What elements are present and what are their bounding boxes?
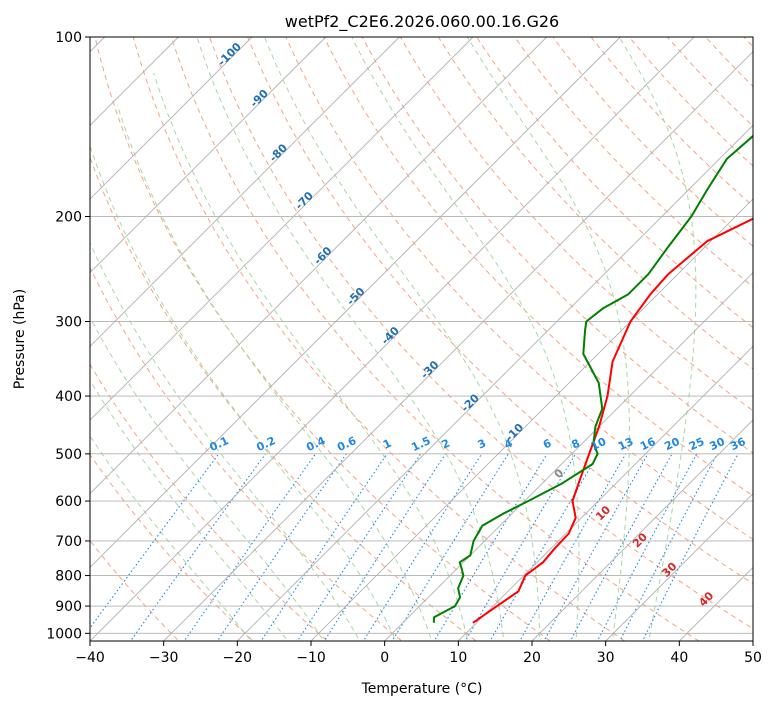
isotherm-line	[310, 198, 753, 641]
moist-adiabat-line	[618, 37, 697, 641]
y-tick-label: 100	[55, 30, 82, 46]
y-tick-label: 600	[55, 494, 82, 510]
x-tick-label: −10	[296, 650, 326, 666]
moist-adiabat-line	[90, 144, 397, 641]
moist-adiabat-line	[90, 316, 325, 641]
mixing-ratio-line	[619, 453, 718, 641]
moist-adiabat-line	[90, 379, 289, 641]
dry-adiabat-line	[90, 363, 329, 641]
x-tick-label: 50	[744, 650, 762, 666]
isotherm-line	[458, 345, 753, 641]
dewpoint-profile-line	[432, 134, 753, 623]
isotherm-line	[90, 37, 253, 200]
x-tick-label: 0	[380, 650, 389, 666]
chart-title: wetPf2_C2E6.2026.060.00.16.G26	[285, 12, 559, 32]
dry-adiabat-line	[285, 37, 753, 540]
isotherm-line	[384, 272, 753, 641]
profiles	[432, 134, 753, 624]
x-tick-label: −30	[149, 650, 179, 666]
dry-adiabat-line	[132, 37, 626, 641]
y-tick-label: 500	[55, 447, 82, 463]
y-tick-label: 1000	[46, 626, 82, 642]
mixing-ratio-label: 13	[616, 435, 635, 453]
mixing-ratio-line	[464, 453, 577, 641]
plot-frame	[89, 36, 754, 642]
dry-adiabat-line	[323, 37, 753, 497]
x-axis-label: Temperature (°C)	[361, 681, 483, 697]
mixing-ratio-line	[129, 453, 267, 641]
dry-adiabat-line	[94, 37, 552, 641]
moist-adiabat-line	[153, 73, 469, 641]
mixing-ratio-label: 36	[728, 435, 748, 453]
mixing-ratio-line	[90, 453, 220, 629]
moist-adiabat-line	[264, 37, 541, 641]
mixing-ratio-line	[569, 453, 673, 641]
mixing-ratio-line	[216, 453, 347, 641]
dry-adiabat-line	[476, 37, 753, 329]
y-tick-label: 300	[55, 315, 82, 331]
moist-adiabat-line	[90, 435, 252, 641]
y-tick-label: 700	[55, 534, 82, 550]
mixing-ratio-line	[362, 453, 483, 641]
mixing-ratio-line	[543, 453, 649, 641]
x-tick-label: 20	[523, 650, 541, 666]
axes: −40 −30 −20 −10 0 10 20 30 40 50 100 200 300 400 500 60…	[46, 30, 762, 666]
y-tick-label: 800	[55, 569, 82, 585]
mixing-ratio-label: 25	[687, 435, 706, 453]
dry-adiabat-line	[90, 539, 180, 641]
mixing-ratio-line	[596, 453, 698, 641]
isotherm-line	[90, 37, 547, 495]
y-tick-label: 200	[55, 210, 82, 226]
x-tick-label: 10	[449, 650, 467, 666]
isotherm-line	[90, 37, 621, 568]
dry-adiabat-line	[90, 266, 403, 641]
mixing-ratio-line	[296, 453, 422, 641]
isotherm-line	[237, 124, 753, 641]
mixing-ratio-line	[183, 453, 316, 641]
isotherm-line	[163, 51, 753, 641]
mixing-ratio-line	[391, 453, 509, 641]
temperature-profile-line	[472, 217, 753, 624]
mixing-ratio-line	[323, 453, 446, 641]
mixing-ratio-line	[433, 453, 548, 641]
moist-adiabat-line	[466, 37, 630, 641]
isotherm-line	[531, 419, 753, 641]
isotherm-line	[90, 37, 695, 641]
isotherm-line	[90, 37, 400, 347]
mixing-ratio-label: 16	[638, 435, 658, 453]
x-tick-label: −40	[75, 650, 105, 666]
y-tick-label: 900	[55, 599, 82, 615]
x-tick-label: 40	[670, 650, 688, 666]
y-tick-label: 400	[55, 389, 82, 405]
y-axis-label: Pressure (hPa)	[12, 289, 28, 389]
mixing-ratio-label: 10	[589, 435, 609, 453]
isotherm-line	[90, 37, 474, 421]
mixing-ratio-label: 30	[708, 435, 728, 453]
isotherm-line	[90, 37, 326, 274]
moist-adiabat-line	[90, 241, 361, 641]
mixing-ratio-label: 20	[662, 435, 682, 453]
mixing-ratio-line	[260, 453, 388, 641]
x-tick-label: 30	[597, 650, 615, 666]
isotherm-line	[605, 493, 753, 641]
dry-adiabat-line	[90, 156, 477, 641]
moist-adiabat-line	[116, 104, 433, 641]
x-tick-label: −20	[223, 650, 253, 666]
background-lines	[90, 37, 753, 641]
moist-adiabat-line	[196, 37, 505, 641]
